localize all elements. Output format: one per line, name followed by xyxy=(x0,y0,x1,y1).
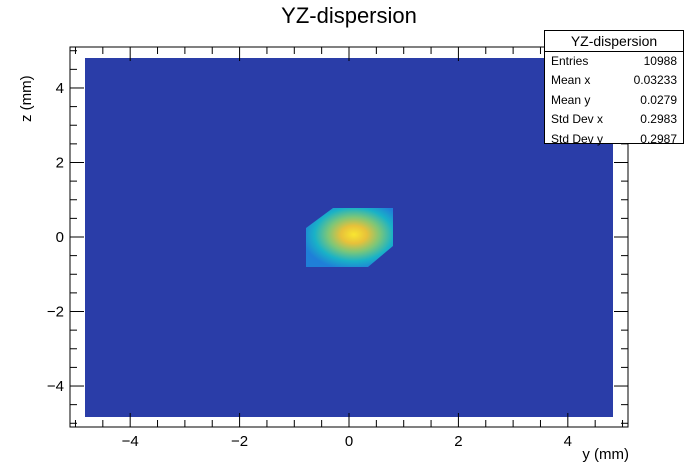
x-tick-label: 4 xyxy=(564,433,572,450)
x-axis-label: y (mm) xyxy=(582,446,629,463)
y-tick-label: 4 xyxy=(56,80,64,97)
y-axis-label: z (mm) xyxy=(18,46,48,122)
stats-value: 0.2987 xyxy=(640,131,677,146)
stats-label: Entries xyxy=(551,54,589,68)
stats-row: Std Dev x 0.2983 xyxy=(545,110,683,129)
stats-label: Mean y xyxy=(551,92,591,107)
y-tick-label: 0 xyxy=(56,229,64,246)
stats-value: 0.03233 xyxy=(633,73,677,88)
stats-row: Entries 10988 xyxy=(545,52,683,71)
stats-value: 0.0279 xyxy=(640,92,677,107)
stats-rows: Entries 10988 Mean x 0.03233 Mean y 0.0279 Std… xyxy=(545,52,683,149)
x-tick-label: −4 xyxy=(122,433,139,450)
chart-title: YZ-dispersion xyxy=(281,3,417,28)
stats-row: Std Dev y 0.2987 xyxy=(545,130,683,149)
stats-label: Mean x xyxy=(551,73,591,88)
stats-row: Mean x 0.03233 xyxy=(545,71,683,90)
stats-label: Std Dev x xyxy=(551,112,604,127)
y-tick-label: 2 xyxy=(56,154,64,171)
x-tick-label: −2 xyxy=(231,433,248,450)
y-tick-label: −4 xyxy=(47,378,64,395)
y-axis-label-text: z (mm) xyxy=(18,75,35,122)
x-tick-label: 2 xyxy=(454,433,462,450)
stats-label: Std Dev y xyxy=(551,131,604,146)
density-core xyxy=(306,208,393,267)
stats-row: Mean y 0.0279 xyxy=(545,91,683,110)
stats-title: YZ-dispersion xyxy=(545,31,683,52)
y-tick-label: −2 xyxy=(47,304,64,321)
x-tick-label: 0 xyxy=(345,433,353,450)
stats-value: 10988 xyxy=(643,54,677,68)
stats-value: 0.2983 xyxy=(640,112,677,127)
stats-box: YZ-dispersion Entries 10988 Mean x 0.03233 M… xyxy=(544,30,684,146)
